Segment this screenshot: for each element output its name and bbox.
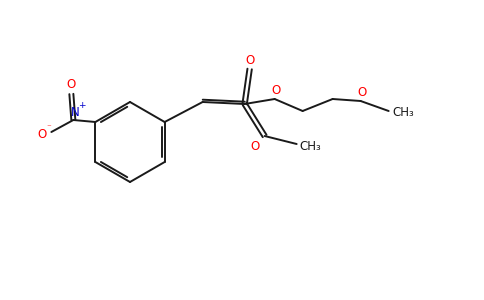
Text: CH₃: CH₃ (300, 140, 321, 152)
Text: N: N (71, 106, 80, 118)
Text: O: O (38, 128, 47, 140)
Text: O: O (67, 79, 76, 92)
Text: O: O (250, 140, 259, 152)
Text: O: O (245, 53, 254, 67)
Text: CH₃: CH₃ (393, 106, 414, 118)
Text: ⁻: ⁻ (46, 124, 51, 133)
Text: +: + (77, 101, 85, 110)
Text: O: O (271, 83, 280, 97)
Text: O: O (357, 85, 366, 98)
